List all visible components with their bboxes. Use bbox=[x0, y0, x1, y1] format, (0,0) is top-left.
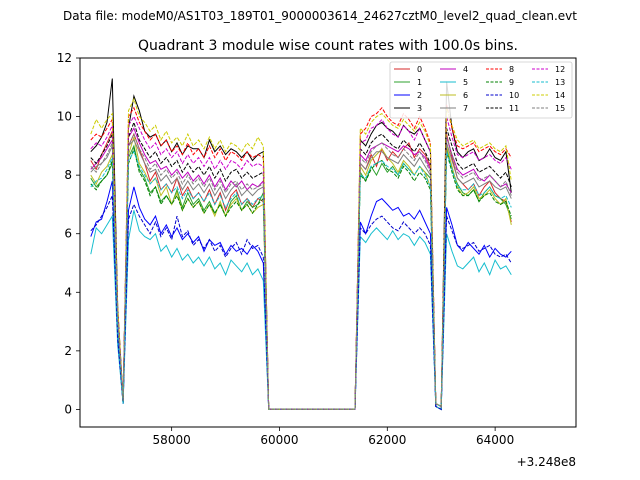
x-tick-label: 62000 bbox=[368, 433, 406, 447]
x-offset-label: +3.248e8 bbox=[517, 455, 576, 469]
y-tick-label: 12 bbox=[57, 51, 72, 65]
y-tick-label: 10 bbox=[57, 110, 72, 124]
y-tick-label: 8 bbox=[64, 168, 72, 182]
figure-suptitle: Data file: modeM0/AS1T03_189T01_90000036… bbox=[63, 9, 577, 23]
legend-label-10: 10 bbox=[509, 91, 519, 100]
series-line-15 bbox=[90, 132, 512, 410]
series-line-11 bbox=[90, 120, 512, 410]
legend-label-4: 4 bbox=[463, 65, 468, 74]
legend-label-8: 8 bbox=[509, 65, 514, 74]
series-line-10 bbox=[90, 195, 512, 411]
x-axis: 58000 60000 62000 64000 bbox=[153, 427, 514, 447]
y-tick-label: 0 bbox=[64, 402, 72, 416]
legend-frame bbox=[389, 61, 573, 119]
y-tick-label: 6 bbox=[64, 227, 72, 241]
legend-label-12: 12 bbox=[555, 65, 565, 74]
legend-label-13: 13 bbox=[555, 78, 565, 87]
y-tick-label: 4 bbox=[64, 285, 72, 299]
legend-label-15: 15 bbox=[555, 104, 565, 113]
x-tick-label: 58000 bbox=[153, 433, 191, 447]
x-tick-label: 60000 bbox=[260, 433, 298, 447]
legend-label-9: 9 bbox=[509, 78, 514, 87]
legend-label-11: 11 bbox=[509, 104, 519, 113]
legend-label-5: 5 bbox=[463, 78, 468, 87]
series-layer bbox=[90, 78, 512, 411]
legend-label-2: 2 bbox=[417, 91, 422, 100]
x-tick-label: 64000 bbox=[476, 433, 514, 447]
chart-title: Quadrant 3 module wise count rates with … bbox=[138, 38, 518, 54]
legend-label-3: 3 bbox=[417, 104, 422, 113]
y-axis: 0 2 4 6 8 10 12 bbox=[57, 51, 80, 416]
legend-label-7: 7 bbox=[463, 104, 468, 113]
legend-label-14: 14 bbox=[555, 91, 565, 100]
y-tick-label: 2 bbox=[64, 344, 72, 358]
plot-frame bbox=[79, 57, 577, 428]
legend-label-0: 0 bbox=[417, 65, 422, 74]
legend-label-6: 6 bbox=[463, 91, 468, 100]
legend-label-1: 1 bbox=[417, 78, 422, 87]
